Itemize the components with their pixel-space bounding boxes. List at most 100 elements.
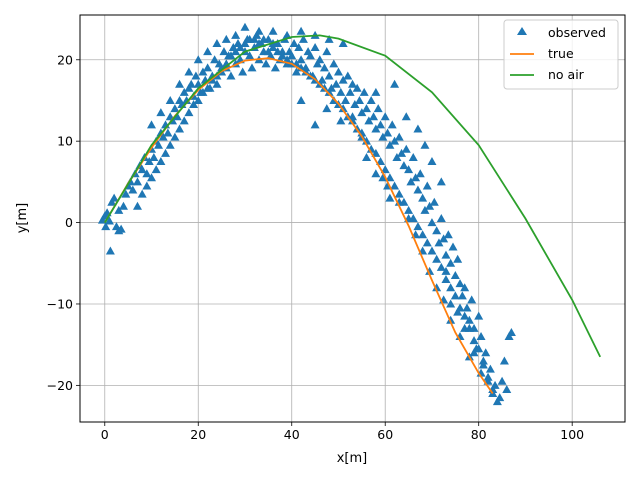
observed-point [172, 112, 182, 121]
x-axis: 0 20 40 60 80 100 [101, 422, 584, 442]
observed-point [371, 169, 381, 178]
y-tick-label: −20 [47, 378, 73, 393]
y-tick-label: 0 [65, 215, 73, 230]
legend-true-label: true [548, 46, 574, 61]
observed-point [322, 104, 332, 113]
observed-point [408, 214, 418, 222]
observed-point [404, 165, 414, 174]
observed-point [296, 26, 306, 35]
observed-point [179, 116, 189, 125]
observed-point [296, 55, 306, 64]
observed-point [142, 169, 152, 178]
observed-point [352, 83, 362, 92]
observed-point [385, 140, 395, 149]
observed-point [305, 51, 315, 60]
observed-point [319, 63, 329, 72]
observed-point [460, 311, 470, 320]
observed-point [371, 87, 381, 96]
observed-point [270, 63, 280, 72]
observed-point [156, 108, 166, 117]
observed-point [450, 270, 460, 279]
y-axis: −20 −10 0 10 20 [47, 52, 80, 393]
observed-point [474, 311, 484, 320]
observed-point [121, 189, 131, 198]
observed-point [371, 124, 381, 133]
observed-point [219, 47, 229, 56]
observed-point [116, 224, 126, 233]
observed-point [193, 95, 203, 104]
observed-point [413, 124, 423, 133]
observed-point [415, 169, 425, 178]
observed-point [191, 71, 201, 80]
observed-point [149, 152, 159, 161]
observed-point [418, 230, 428, 239]
observed-point [338, 38, 348, 47]
observed-point [373, 104, 383, 113]
observed-point [446, 315, 456, 324]
observed-point [357, 108, 367, 117]
observed-point [235, 43, 245, 52]
observed-point [443, 230, 453, 239]
observed-point [364, 116, 374, 125]
observed-point [427, 246, 437, 255]
observed-point [453, 307, 463, 316]
series-layer [97, 22, 602, 406]
observed-point [147, 173, 157, 182]
observed-point [254, 26, 264, 35]
observed-point [432, 254, 442, 263]
observed-point [315, 55, 325, 64]
observed-point [310, 43, 320, 52]
observed-point [390, 79, 400, 88]
plot-frame [79, 14, 626, 423]
observed-point [151, 165, 161, 174]
observed-point [422, 238, 432, 247]
observed-point [132, 201, 142, 210]
observed-point [476, 332, 486, 341]
observed-point [385, 173, 395, 182]
observed-point [504, 332, 514, 341]
observed-point [336, 87, 346, 96]
observed-point [338, 75, 348, 84]
observed-point [495, 393, 505, 402]
observed-point [240, 22, 250, 31]
legend-no-air-label: no air [548, 67, 585, 82]
observed-point [198, 67, 208, 76]
observed-point [165, 140, 175, 149]
observed-point [380, 165, 390, 174]
observed-point [499, 356, 509, 365]
observed-point [231, 47, 241, 56]
observed-point [109, 193, 119, 202]
observed-point [310, 120, 320, 129]
observed-point [453, 254, 463, 263]
observed-point [422, 181, 432, 190]
observed-point [170, 132, 180, 141]
observed-point [378, 173, 388, 182]
observed-point [429, 197, 439, 206]
observed-point [158, 132, 168, 141]
observed-point [104, 216, 114, 225]
observed-point [448, 242, 458, 251]
observed-point [101, 222, 111, 231]
observed-point [114, 205, 124, 214]
observed-point [186, 79, 196, 88]
observed-point [212, 38, 222, 47]
observed-point [432, 226, 442, 235]
observed-point [425, 266, 435, 275]
observed-point [394, 189, 404, 198]
observed-point [221, 34, 231, 43]
observed-point [245, 51, 255, 60]
observed-point [147, 120, 157, 129]
observed-point [105, 246, 115, 255]
y-tick-label: −10 [47, 296, 73, 311]
observed-point [296, 95, 306, 104]
observed-point [189, 100, 199, 109]
observed-point [446, 299, 456, 308]
observed-point [383, 128, 393, 137]
observed-point [118, 201, 128, 210]
observed-point [226, 71, 236, 80]
observed-point [413, 222, 423, 231]
observed-point [455, 303, 465, 312]
observed-point [369, 112, 379, 121]
legend: observed true no air [503, 19, 619, 90]
